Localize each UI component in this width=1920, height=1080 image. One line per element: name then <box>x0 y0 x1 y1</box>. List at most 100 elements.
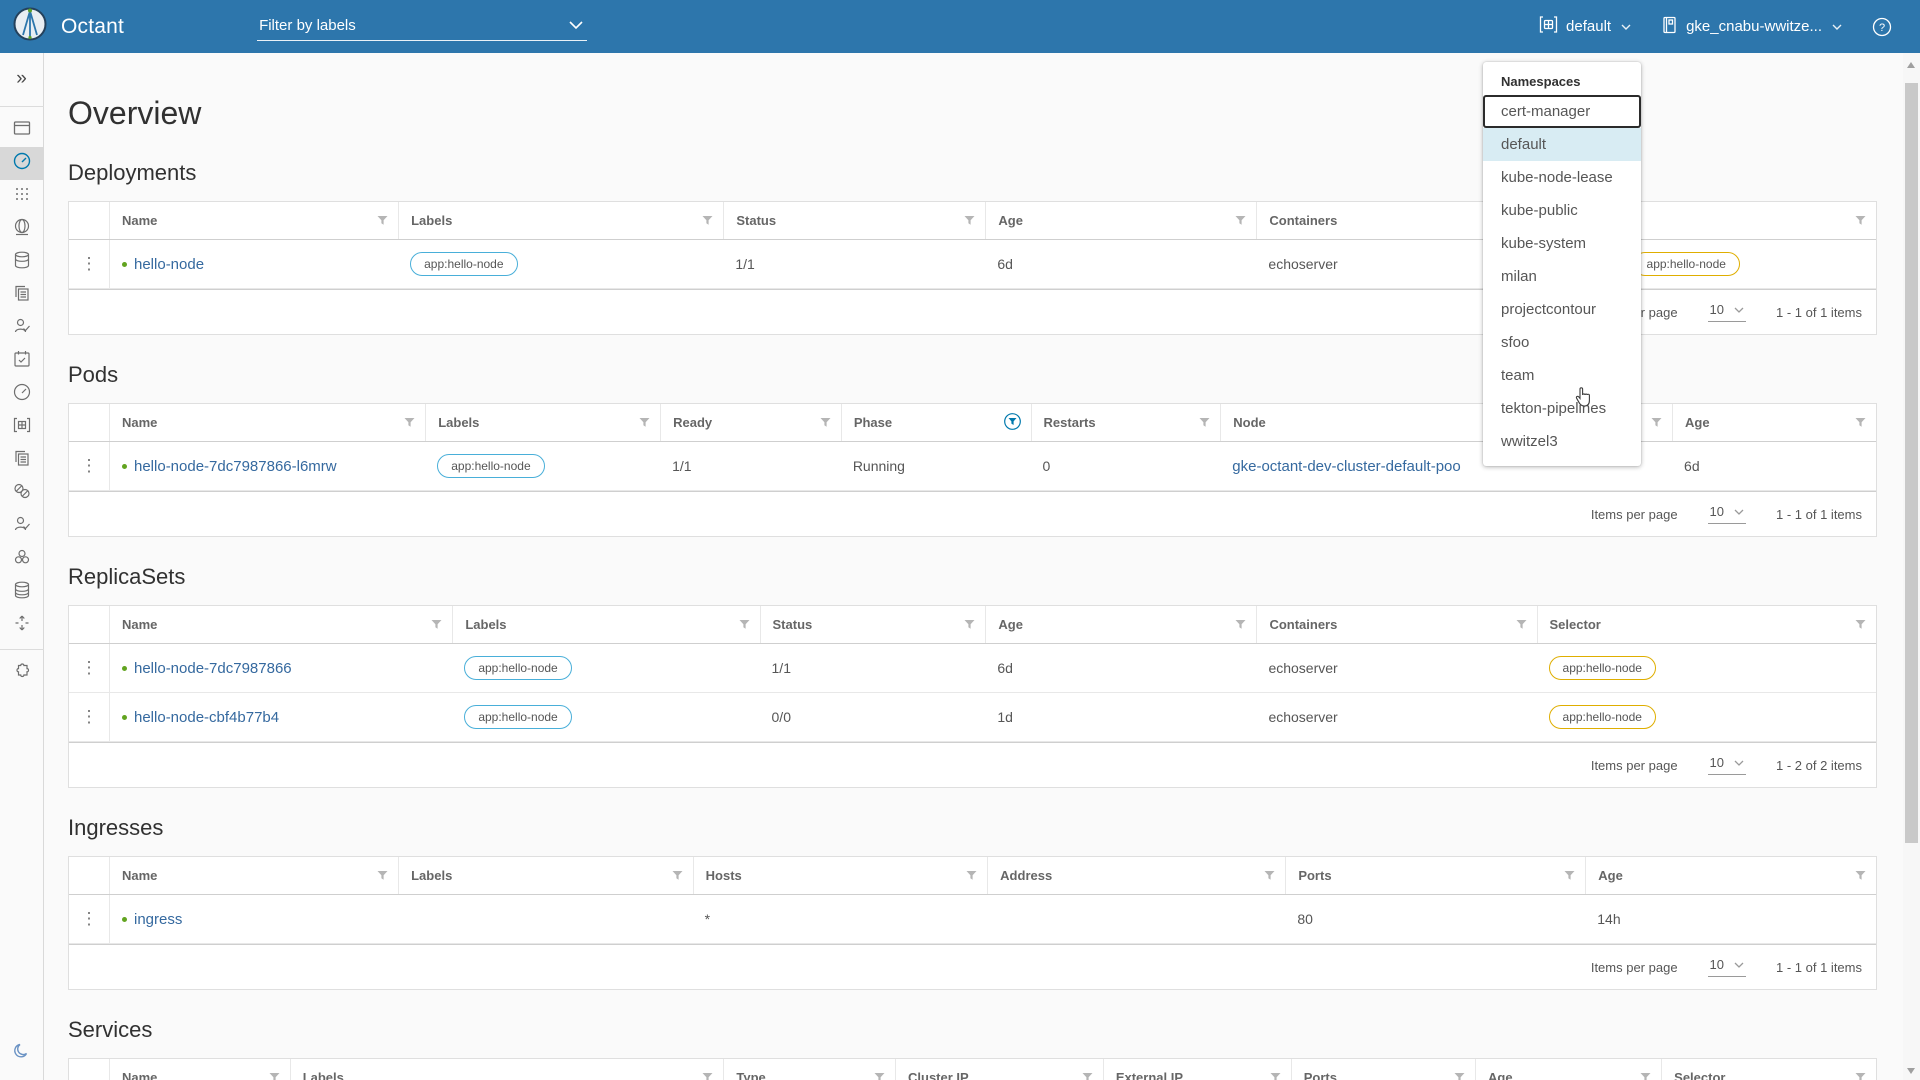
filter-icon[interactable] <box>1235 213 1246 228</box>
sidebar-item-webhooks[interactable] <box>0 477 44 510</box>
filter-icon[interactable] <box>739 617 750 632</box>
column-header-ports[interactable]: Ports <box>1285 857 1585 894</box>
column-header-status[interactable]: Status <box>723 202 985 239</box>
column-header-name[interactable]: Name <box>109 404 425 441</box>
filter-icon[interactable] <box>1564 868 1575 883</box>
namespace-option-sfoo[interactable]: sfoo <box>1501 334 1530 351</box>
filter-icon[interactable] <box>269 1070 280 1080</box>
filter-icon[interactable] <box>1855 1070 1866 1080</box>
sidebar-item-plugins[interactable] <box>0 657 44 690</box>
column-header-labels[interactable]: Labels <box>425 404 660 441</box>
column-header-name[interactable]: Name <box>109 202 398 239</box>
scrollbar-thumb[interactable] <box>1905 83 1918 843</box>
filter-icon[interactable] <box>672 868 683 883</box>
page-size-select[interactable]: 10 <box>1707 504 1747 524</box>
namespace-option-tekton-pipelines[interactable]: tekton-pipelines <box>1501 400 1607 417</box>
filter-icon[interactable] <box>1855 415 1866 430</box>
filter-icon[interactable] <box>1855 868 1866 883</box>
column-header-age[interactable]: Age <box>985 606 1256 643</box>
row-menu-button[interactable]: ⋮ <box>69 693 109 741</box>
column-header-type[interactable]: Type <box>723 1059 895 1080</box>
namespace-option-kube-system[interactable]: kube-system <box>1501 235 1587 252</box>
filter-icon[interactable] <box>702 213 713 228</box>
namespace-option-kube-node-lease[interactable]: kube-node-lease <box>1501 169 1613 186</box>
namespace-selector-button[interactable]: default <box>1539 16 1631 37</box>
page-size-select[interactable]: 10 <box>1707 755 1747 775</box>
column-header-age[interactable]: Age <box>1585 857 1876 894</box>
column-header-selector[interactable]: Selector <box>1536 606 1876 643</box>
column-header-external-ip[interactable]: External IP <box>1102 1059 1291 1080</box>
column-header-age[interactable]: Age <box>1672 404 1876 441</box>
column-header-ready[interactable]: Ready <box>660 404 841 441</box>
filter-icon[interactable] <box>377 213 388 228</box>
context-selector-button[interactable]: gke_cnabu-wwitze... <box>1661 16 1842 38</box>
column-header-name[interactable]: Name <box>109 857 398 894</box>
sidebar-item-cluster-rbac[interactable] <box>0 510 44 543</box>
column-header-age[interactable]: Age <box>985 202 1256 239</box>
sidebar-item-storage[interactable] <box>0 576 44 609</box>
row-menu-button[interactable]: ⋮ <box>69 644 109 692</box>
filter-icon[interactable] <box>874 1070 885 1080</box>
filter-icon-active[interactable] <box>1003 412 1021 433</box>
sidebar-item-custom-resource-definitions[interactable] <box>0 444 44 477</box>
column-header-labels[interactable]: Labels <box>398 857 693 894</box>
page-size-select[interactable]: 10 <box>1707 957 1747 977</box>
filter-icon[interactable] <box>1454 1070 1465 1080</box>
column-header-labels[interactable]: Labels <box>289 1059 724 1080</box>
sidebar-item-workloads[interactable] <box>0 180 44 213</box>
dark-mode-toggle[interactable] <box>0 1037 44 1070</box>
column-header-labels[interactable]: Labels <box>398 202 723 239</box>
vertical-scrollbar[interactable] <box>1903 53 1920 1080</box>
filter-icon[interactable] <box>431 617 442 632</box>
namespace-option-milan[interactable]: milan <box>1501 268 1537 285</box>
namespace-option-cert-manager[interactable]: cert-manager <box>1483 95 1641 128</box>
sidebar-item-port-forwards[interactable] <box>0 609 44 642</box>
resource-link[interactable]: hello-node-7dc7987866 <box>134 659 292 677</box>
namespace-option-wwitzel3[interactable]: wwitzel3 <box>1501 433 1558 450</box>
sidebar-item-nodes[interactable] <box>0 543 44 576</box>
filter-icon[interactable] <box>1855 213 1866 228</box>
filter-icon[interactable] <box>1651 415 1662 430</box>
sidebar-item-custom-resources[interactable] <box>0 279 44 312</box>
column-header-address[interactable]: Address <box>987 857 1285 894</box>
resource-link[interactable]: hello-node-cbf4b77b4 <box>134 708 280 726</box>
filter-icon[interactable] <box>1082 1070 1093 1080</box>
sidebar-item-namespace-overview[interactable] <box>0 147 44 180</box>
filter-icon[interactable] <box>1264 868 1275 883</box>
scrollbar-down-arrow[interactable] <box>1907 1068 1915 1074</box>
column-header-ports[interactable]: Ports <box>1290 1059 1475 1080</box>
column-header-status[interactable]: Status <box>759 606 986 643</box>
column-header-cluster-ip[interactable]: Cluster IP <box>895 1059 1103 1080</box>
filter-icon[interactable] <box>1235 617 1246 632</box>
filter-icon[interactable] <box>377 868 388 883</box>
column-header-name[interactable]: Name <box>109 606 452 643</box>
namespace-option-team[interactable]: team <box>1501 367 1535 384</box>
page-size-select[interactable]: 10 <box>1707 302 1747 322</box>
resource-link[interactable]: ingress <box>134 910 183 928</box>
column-header-phase[interactable]: Phase <box>840 404 1031 441</box>
row-menu-button[interactable]: ⋮ <box>69 442 109 490</box>
filter-by-labels-select[interactable]: Filter by labels <box>257 12 588 41</box>
column-header-hosts[interactable]: Hosts <box>692 857 988 894</box>
filter-icon[interactable] <box>964 213 975 228</box>
filter-icon[interactable] <box>964 617 975 632</box>
namespace-option-kube-public[interactable]: kube-public <box>1501 202 1578 219</box>
sidebar-item-discovery-load-balancing[interactable] <box>0 213 44 246</box>
filter-icon[interactable] <box>1516 617 1527 632</box>
filter-icon[interactable] <box>966 868 977 883</box>
filter-icon[interactable] <box>639 415 650 430</box>
sidebar-item-namespaces[interactable] <box>0 411 44 444</box>
sidebar-item-cluster-overview[interactable] <box>0 378 44 411</box>
filter-icon[interactable] <box>820 415 831 430</box>
sidebar-item-config-storage[interactable] <box>0 246 44 279</box>
filter-icon[interactable] <box>1270 1070 1281 1080</box>
column-header-labels[interactable]: Labels <box>452 606 759 643</box>
node-link[interactable]: gke-octant-dev-cluster-default-poo <box>1232 457 1461 475</box>
column-header-age[interactable]: Age <box>1475 1059 1661 1080</box>
sidebar-item-events[interactable] <box>0 345 44 378</box>
column-header-restarts[interactable]: Restarts <box>1030 404 1221 441</box>
namespace-option-default[interactable]: default <box>1483 128 1641 161</box>
filter-icon[interactable] <box>1640 1070 1651 1080</box>
filter-icon[interactable] <box>1199 415 1210 430</box>
column-header-node[interactable]: Node <box>1220 404 1672 441</box>
